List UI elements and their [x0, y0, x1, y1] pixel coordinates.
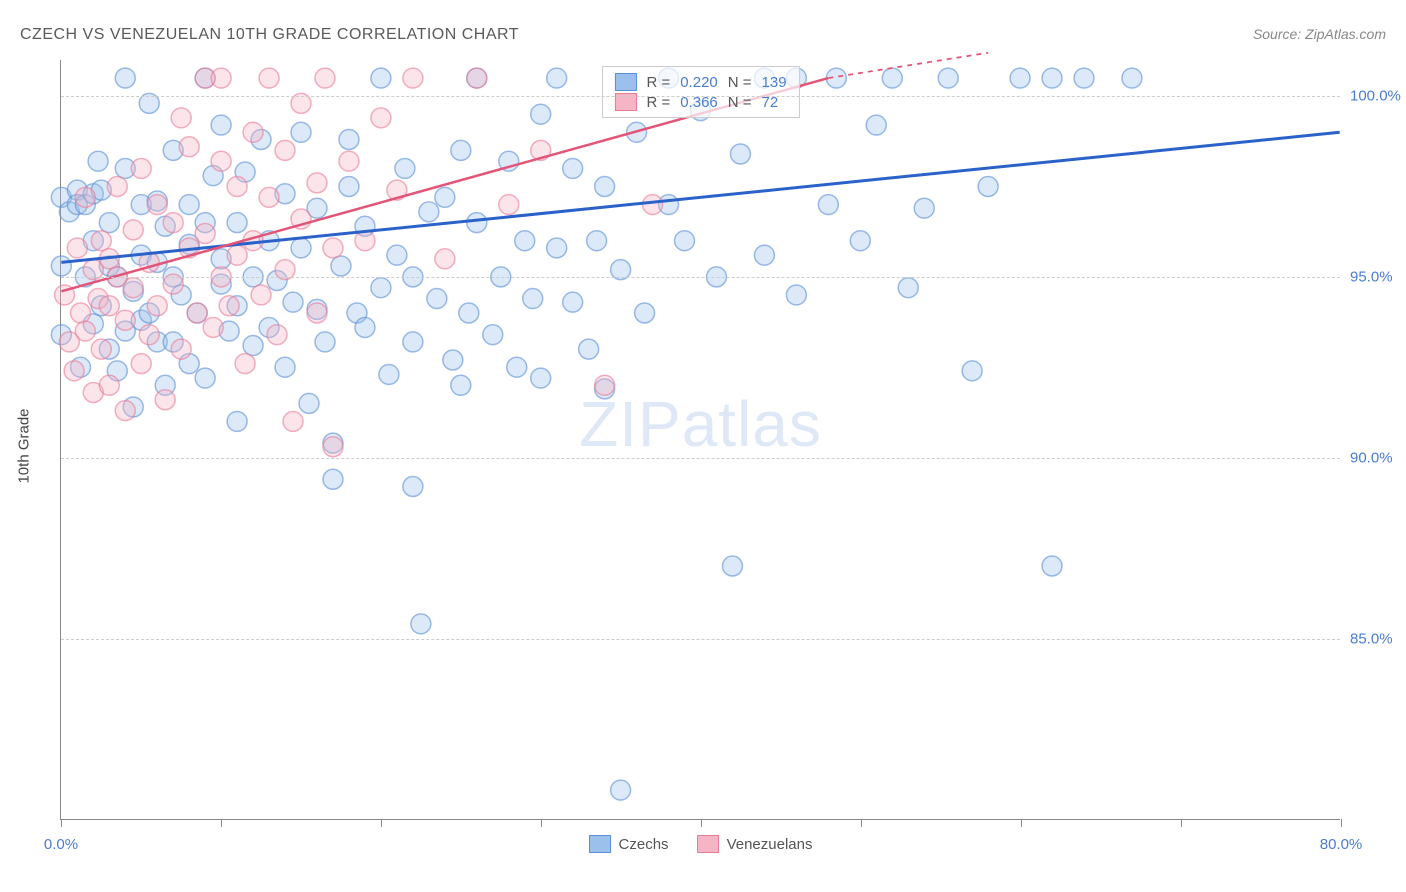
n-label: N = — [728, 74, 752, 91]
r-value: 0.220 — [680, 74, 718, 91]
y-tick-label: 90.0% — [1350, 450, 1406, 467]
x-tick — [61, 819, 62, 827]
x-tick — [1181, 819, 1182, 827]
plot-area: ZIPatlas R = 0.220 N = 139 R = 0.366 N =… — [60, 60, 1340, 820]
venezuelans-swatch-icon — [697, 835, 719, 853]
y-tick-label: 100.0% — [1350, 88, 1406, 105]
legend-item-czechs: Czechs — [589, 835, 669, 853]
grid-line — [61, 458, 1340, 459]
x-tick — [701, 819, 702, 827]
grid-line — [61, 639, 1340, 640]
chart-title: CZECH VS VENEZUELAN 10TH GRADE CORRELATI… — [20, 26, 519, 44]
x-tick — [541, 819, 542, 827]
czechs-swatch-icon — [589, 835, 611, 853]
trend-lines-layer — [61, 60, 1340, 819]
source-label: Source: ZipAtlas.com — [1253, 26, 1386, 42]
grid-line — [61, 96, 1340, 97]
legend-bottom: Czechs Venezuelans — [589, 835, 813, 853]
x-tick — [1021, 819, 1022, 827]
legend-label: Czechs — [619, 836, 669, 853]
venezuelans-trend-line-dashed — [828, 53, 988, 78]
x-tick — [861, 819, 862, 827]
n-value: 139 — [762, 74, 787, 91]
y-tick-label: 95.0% — [1350, 269, 1406, 286]
x-tick — [221, 819, 222, 827]
x-tick — [381, 819, 382, 827]
czechs-swatch-icon — [614, 73, 636, 91]
legend-item-venezuelans: Venezuelans — [697, 835, 813, 853]
y-tick-label: 85.0% — [1350, 631, 1406, 648]
x-tick-label: 0.0% — [44, 836, 78, 853]
y-axis-label: 10th Grade — [16, 408, 33, 483]
stats-row-czechs: R = 0.220 N = 139 — [614, 73, 786, 91]
x-tick-label: 80.0% — [1320, 836, 1363, 853]
czechs-trend-line — [61, 132, 1339, 262]
legend-label: Venezuelans — [727, 836, 813, 853]
chart-container: CZECH VS VENEZUELAN 10TH GRADE CORRELATI… — [0, 0, 1406, 892]
x-tick — [1341, 819, 1342, 827]
r-label: R = — [646, 74, 670, 91]
stats-box: R = 0.220 N = 139 R = 0.366 N = 72 — [601, 66, 799, 118]
grid-line — [61, 277, 1340, 278]
